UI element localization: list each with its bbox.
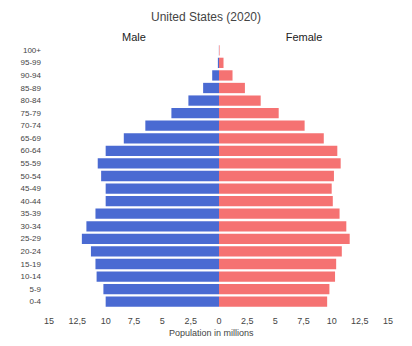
svg-text:2,5: 2,5 — [184, 316, 197, 326]
svg-text:0: 0 — [216, 316, 221, 326]
svg-text:25-29: 25-29 — [21, 234, 42, 243]
svg-text:70-74: 70-74 — [21, 121, 42, 130]
svg-text:2,5: 2,5 — [241, 316, 254, 326]
svg-text:60-64: 60-64 — [21, 146, 42, 155]
svg-text:95-99: 95-99 — [21, 58, 42, 67]
svg-text:55-59: 55-59 — [21, 159, 42, 168]
svg-text:15-19: 15-19 — [21, 260, 42, 269]
svg-text:United States (2020): United States (2020) — [151, 10, 261, 24]
svg-text:Female: Female — [286, 31, 323, 43]
svg-text:10-14: 10-14 — [21, 272, 42, 281]
svg-text:Male: Male — [122, 31, 146, 43]
svg-text:15: 15 — [44, 316, 54, 326]
svg-text:40-44: 40-44 — [21, 197, 42, 206]
svg-text:7,5: 7,5 — [297, 316, 310, 326]
svg-text:65-69: 65-69 — [21, 134, 42, 143]
svg-text:75-79: 75-79 — [21, 109, 42, 118]
svg-text:12,5: 12,5 — [351, 316, 369, 326]
svg-text:10: 10 — [101, 316, 111, 326]
svg-text:85-89: 85-89 — [21, 84, 42, 93]
svg-text:100+: 100+ — [23, 46, 41, 55]
svg-text:Population in millions: Population in millions — [169, 328, 254, 338]
svg-text:80-84: 80-84 — [21, 96, 42, 105]
svg-text:0-4: 0-4 — [29, 297, 41, 306]
svg-text:50-54: 50-54 — [21, 172, 42, 181]
svg-text:5: 5 — [273, 316, 278, 326]
svg-text:12,5: 12,5 — [69, 316, 87, 326]
svg-text:15: 15 — [383, 316, 393, 326]
svg-text:20-24: 20-24 — [21, 247, 42, 256]
svg-text:90-94: 90-94 — [21, 71, 42, 80]
svg-text:7,5: 7,5 — [128, 316, 141, 326]
svg-text:30-34: 30-34 — [21, 222, 42, 231]
svg-text:5-9: 5-9 — [29, 285, 41, 294]
svg-text:35-39: 35-39 — [21, 209, 42, 218]
svg-text:10: 10 — [327, 316, 337, 326]
svg-text:45-49: 45-49 — [21, 184, 42, 193]
svg-text:5: 5 — [160, 316, 165, 326]
